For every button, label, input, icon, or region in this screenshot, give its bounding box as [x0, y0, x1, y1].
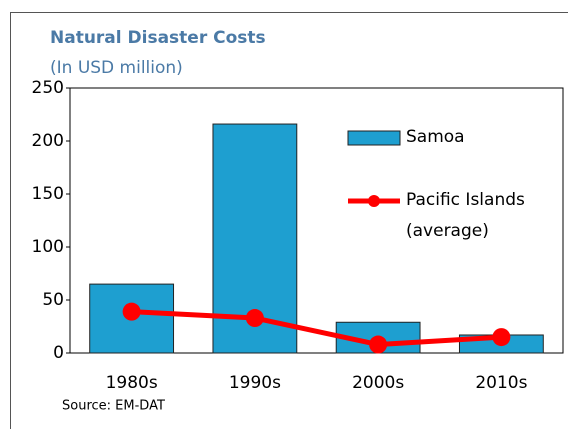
y-tick-label: 200: [32, 131, 64, 151]
legend-label: Samoa: [406, 127, 465, 147]
chart-title: Natural Disaster Costs: [50, 28, 266, 48]
frame: [10, 12, 568, 429]
y-tick-label: 100: [32, 237, 64, 257]
y-tick-label: 250: [32, 78, 64, 98]
plot-frame: [69, 87, 564, 354]
y-tick-label: 50: [42, 290, 64, 310]
x-tick-label: 2000s: [352, 373, 404, 393]
line-marker: [245, 309, 264, 328]
y-tick-label: 0: [53, 343, 64, 363]
line-marker: [369, 335, 388, 354]
legend-marker: [368, 195, 380, 207]
source: Source: EM-DAT: [62, 399, 165, 414]
legend-swatch: [347, 130, 401, 146]
legend-label: Pacific Islands (average): [406, 190, 525, 241]
line: [131, 309, 502, 348]
line-marker: [122, 302, 141, 321]
x-tick-label: 2010s: [475, 373, 527, 393]
x-tick-label: 1990s: [229, 373, 281, 393]
y-tick-label: 150: [32, 184, 64, 204]
x-tick-label: 1980s: [106, 373, 158, 393]
chart-subtitle: (In USD million): [50, 58, 183, 78]
line-marker: [492, 328, 511, 347]
